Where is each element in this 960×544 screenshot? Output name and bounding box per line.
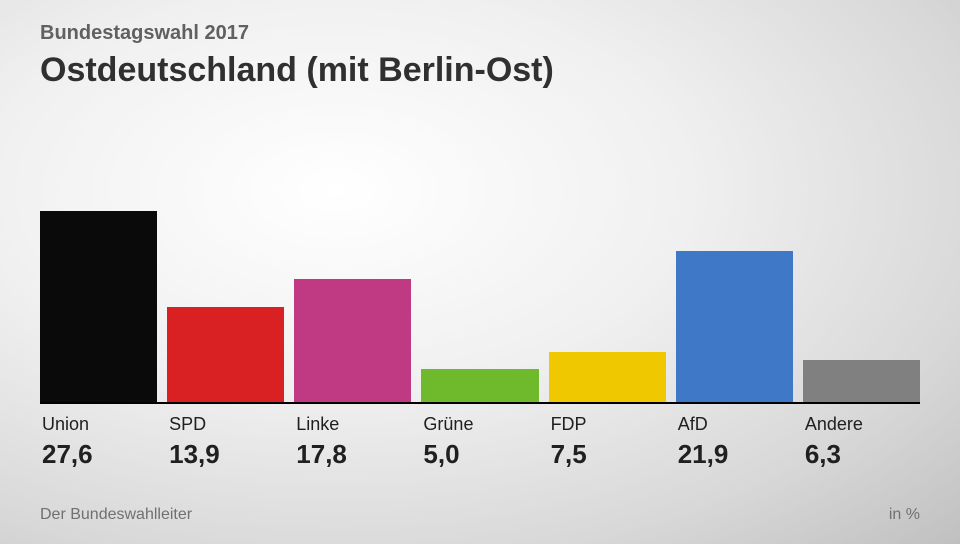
label-slot: Grüne 5,0 [421,408,538,474]
bar-slot [549,124,666,404]
party-label: FDP [551,414,587,435]
label-slot: FDP 7,5 [549,408,666,474]
party-label: Andere [805,414,863,435]
bar-slot [40,124,157,404]
chart-header: Bundestagswahl 2017 Ostdeutschland (mit … [40,22,554,90]
bar-andere [803,360,920,404]
bar-fdp [549,352,666,405]
bar-slot [676,124,793,404]
label-slot: Andere 6,3 [803,408,920,474]
chart-subtitle: Bundestagswahl 2017 [40,22,554,45]
label-slot: SPD 13,9 [167,408,284,474]
bar-slot [803,124,920,404]
label-slot: AfD 21,9 [676,408,793,474]
party-label: AfD [678,414,708,435]
party-value: 27,6 [42,439,93,470]
party-label: Union [42,414,89,435]
bar-linke [294,279,411,404]
bar-gruene [421,369,538,404]
chart-area: Union 27,6 SPD 13,9 Linke 17,8 Grüne 5,0… [40,130,920,474]
party-value: 13,9 [169,439,220,470]
party-value: 21,9 [678,439,729,470]
chart-footer: Der Bundeswahlleiter in % [40,506,920,524]
party-value: 7,5 [551,439,587,470]
party-value: 6,3 [805,439,841,470]
bar-slot [421,124,538,404]
chart-title: Ostdeutschland (mit Berlin-Ost) [40,51,554,90]
party-value: 5,0 [423,439,459,470]
unit-label: in % [889,506,920,524]
chart-baseline [40,402,920,404]
bars-container [40,124,920,404]
bar-slot [167,124,284,404]
party-label: Linke [296,414,339,435]
bar-union [40,211,157,404]
bar-spd [167,307,284,404]
bar-afd [676,251,793,404]
party-label: SPD [169,414,206,435]
label-slot: Linke 17,8 [294,408,411,474]
label-slot: Union 27,6 [40,408,157,474]
party-label: Grüne [423,414,473,435]
source-label: Der Bundeswahlleiter [40,506,192,524]
bar-slot [294,124,411,404]
labels-container: Union 27,6 SPD 13,9 Linke 17,8 Grüne 5,0… [40,408,920,474]
party-value: 17,8 [296,439,347,470]
